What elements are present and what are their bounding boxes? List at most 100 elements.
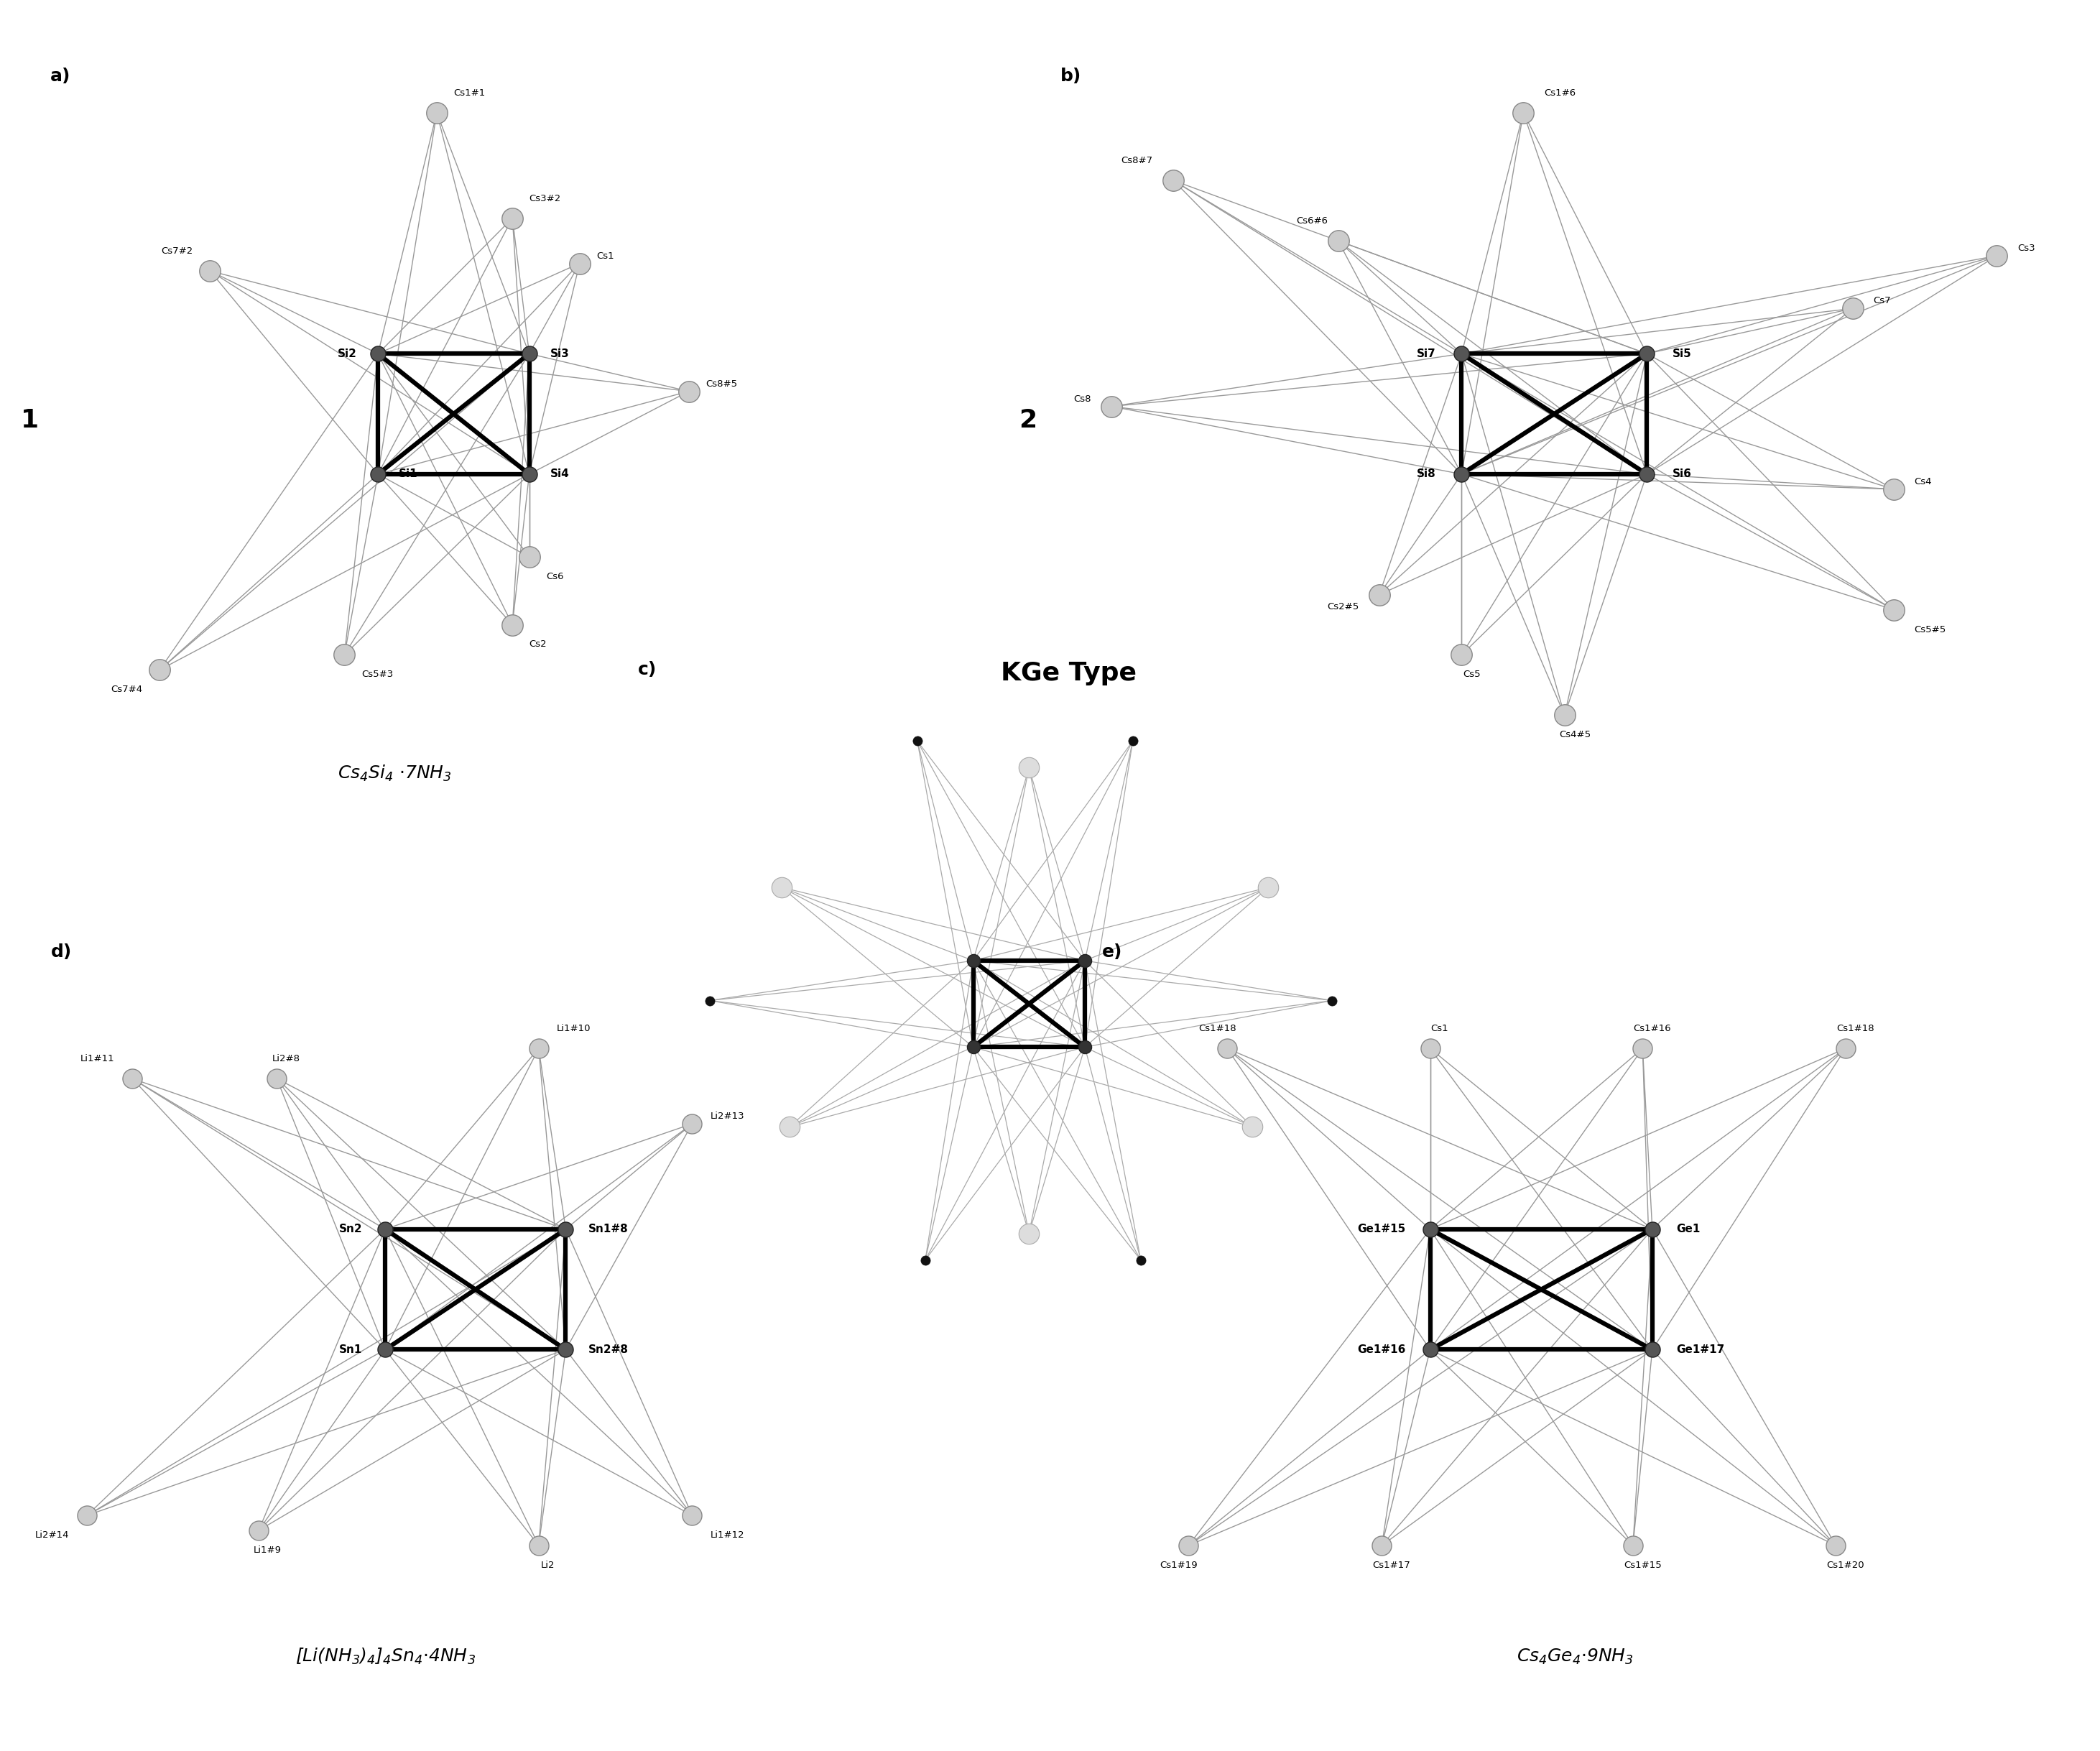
Text: c): c) (638, 662, 657, 678)
Point (1252, 874, 1285, 902)
Point (512, 340, 546, 368)
Point (143, 657, 176, 685)
Point (764, 874, 798, 902)
Text: Cs1#6: Cs1#6 (1544, 88, 1575, 98)
Point (1829, 1035, 1863, 1063)
Point (1625, 1035, 1659, 1063)
Point (1321, 228, 1354, 256)
Point (361, 461, 395, 489)
Point (1819, 1532, 1852, 1560)
Point (563, 249, 596, 277)
Text: $\mathregular{[Li(NH_3)_4]_4Sn_4}$$\cdot$$\mathregular{4NH_3}$: $\mathregular{[Li(NH_3)_4]_4Sn_4}$$\cdot… (294, 1646, 475, 1665)
Text: Ge1: Ge1 (1676, 1224, 1701, 1234)
Point (1630, 340, 1663, 368)
Text: Cs1#19: Cs1#19 (1159, 1560, 1197, 1571)
Text: Cs1#17: Cs1#17 (1373, 1560, 1411, 1571)
Text: Cs1#18: Cs1#18 (1199, 1024, 1237, 1033)
Text: Cs7#2: Cs7#2 (162, 247, 193, 256)
Point (1069, 1033, 1102, 1061)
Text: Cs7#4: Cs7#4 (111, 685, 143, 695)
Text: Cs7: Cs7 (1873, 296, 1890, 306)
Point (420, 98, 454, 126)
Point (1636, 1336, 1670, 1364)
Point (368, 1215, 401, 1243)
Text: Cs1#20: Cs1#20 (1827, 1560, 1865, 1571)
Text: Cs8: Cs8 (1073, 394, 1092, 403)
Point (116, 1065, 149, 1093)
Text: Li1#12: Li1#12 (710, 1530, 743, 1539)
Point (909, 1247, 943, 1275)
Point (1069, 947, 1102, 975)
Text: Sn1#8: Sn1#8 (588, 1224, 628, 1234)
Text: Cs2#5: Cs2#5 (1327, 602, 1359, 611)
Text: Sn2: Sn2 (338, 1224, 363, 1234)
Text: Sn1: Sn1 (340, 1345, 363, 1355)
Point (1445, 461, 1478, 489)
Text: Cs6#6: Cs6#6 (1296, 217, 1327, 226)
Text: $\mathregular{Cs_4Si_4}$ $\cdot$$\mathregular{7NH_3}$: $\mathregular{Cs_4Si_4}$ $\cdot$$\mathre… (338, 763, 452, 783)
Point (1445, 641, 1478, 669)
Text: a): a) (50, 68, 71, 84)
Text: Cs1#1: Cs1#1 (454, 88, 485, 98)
Text: Si8: Si8 (1418, 469, 1436, 480)
Point (773, 1114, 806, 1142)
Text: Cs1#15: Cs1#15 (1623, 1560, 1661, 1571)
Point (512, 543, 546, 571)
Text: Li1#9: Li1#9 (254, 1546, 281, 1555)
Point (242, 1516, 275, 1544)
Text: 2: 2 (1018, 408, 1037, 432)
Text: Cs3#2: Cs3#2 (529, 194, 561, 203)
Point (1363, 581, 1397, 609)
Text: KGe Type: KGe Type (1002, 662, 1136, 686)
Point (1235, 1114, 1268, 1142)
Point (693, 986, 727, 1014)
Text: Li1#11: Li1#11 (80, 1054, 113, 1063)
Point (1124, 1247, 1157, 1275)
Point (71, 1501, 105, 1529)
Text: Cs1: Cs1 (1430, 1024, 1449, 1033)
Text: Si7: Si7 (1418, 348, 1436, 359)
Point (1413, 1035, 1447, 1063)
Text: Si5: Si5 (1672, 348, 1693, 359)
Text: e): e) (1102, 944, 1121, 960)
Text: Sn2#8: Sn2#8 (588, 1345, 628, 1355)
Text: Si2: Si2 (338, 348, 357, 359)
Text: Cs1: Cs1 (596, 250, 613, 261)
Text: Si3: Si3 (550, 348, 569, 359)
Point (496, 611, 529, 639)
Point (1157, 166, 1191, 194)
Point (1877, 475, 1911, 503)
Point (361, 340, 395, 368)
Text: Si6: Si6 (1672, 469, 1693, 480)
Text: 1: 1 (21, 408, 40, 432)
Point (1315, 986, 1348, 1014)
Text: d): d) (50, 944, 71, 960)
Point (523, 1035, 556, 1063)
Point (1413, 1336, 1447, 1364)
Text: Cs4: Cs4 (1915, 476, 1932, 487)
Text: Cs5#5: Cs5#5 (1915, 625, 1947, 634)
Text: Si1: Si1 (399, 469, 418, 480)
Point (1630, 461, 1663, 489)
Point (901, 727, 934, 755)
Point (548, 1336, 582, 1364)
Point (368, 1336, 401, 1364)
Point (1617, 1532, 1651, 1560)
Point (1506, 98, 1539, 126)
Text: Li2#13: Li2#13 (710, 1112, 743, 1121)
Point (1835, 294, 1869, 322)
Point (1012, 1219, 1046, 1247)
Text: Cs3: Cs3 (2018, 243, 2035, 252)
Point (1012, 753, 1046, 781)
Text: Li1#10: Li1#10 (556, 1024, 590, 1033)
Text: Cs8#7: Cs8#7 (1121, 156, 1153, 166)
Point (1115, 727, 1149, 755)
Point (328, 641, 361, 669)
Point (1172, 1532, 1205, 1560)
Point (1210, 1035, 1243, 1063)
Text: Cs2: Cs2 (529, 639, 546, 650)
Point (676, 1501, 710, 1529)
Point (1094, 392, 1128, 420)
Point (260, 1065, 294, 1093)
Text: b): b) (1060, 68, 1082, 84)
